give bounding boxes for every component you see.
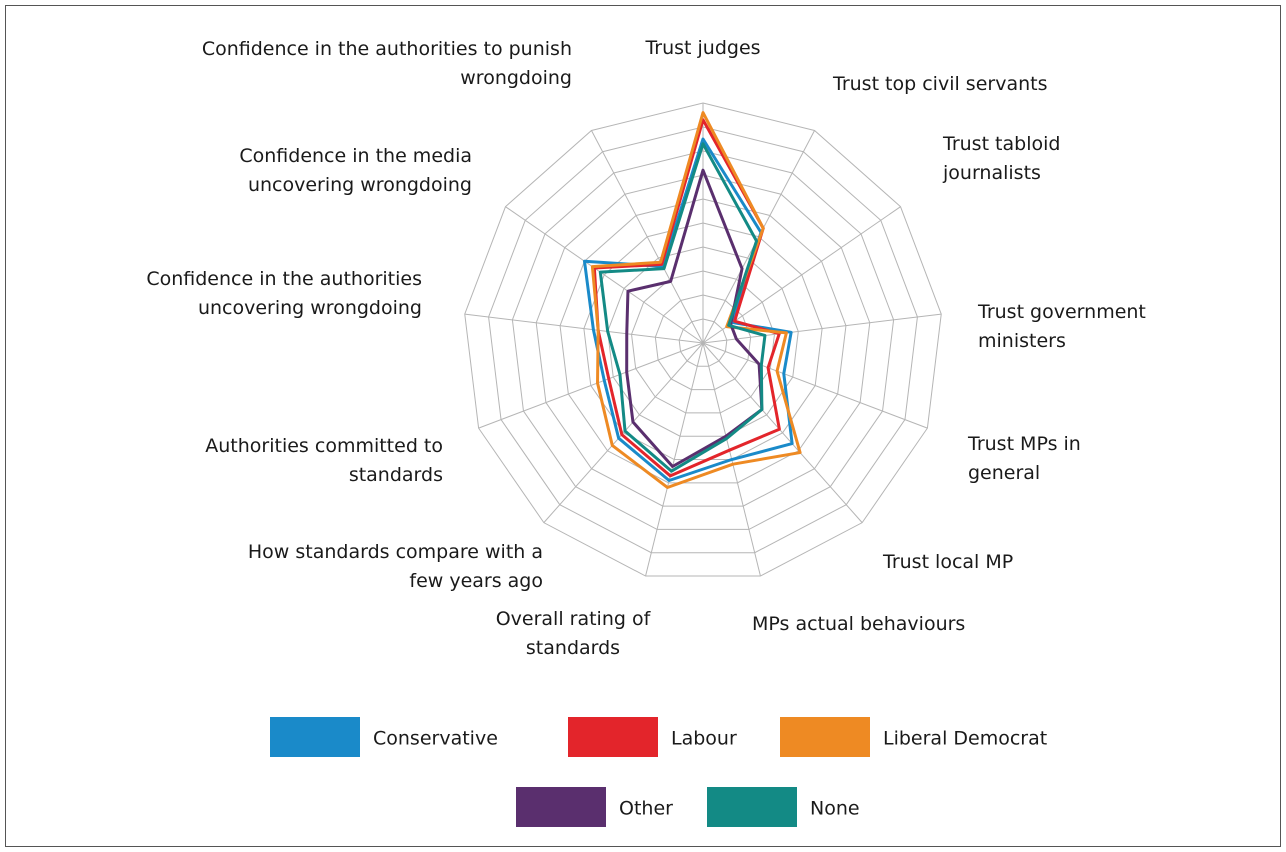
axis-label: Confidence in the authorities uncovering… — [146, 268, 422, 319]
legend-label: Other — [619, 798, 673, 820]
spoke — [702, 313, 942, 344]
legend-label: Labour — [671, 728, 737, 750]
grid-ring — [464, 102, 942, 577]
legend-label: Conservative — [373, 728, 498, 750]
legend-swatch — [568, 717, 658, 757]
legend-swatch — [516, 787, 606, 827]
axis-label: Trust tabloid journalists — [943, 133, 1061, 184]
legend-label: None — [810, 798, 860, 820]
legend-label: Liberal Democrat — [883, 728, 1047, 750]
legend-swatch — [707, 787, 797, 827]
grid-ring — [535, 174, 871, 507]
grid-ring — [678, 318, 728, 367]
spoke — [478, 342, 704, 429]
axis-label: Trust local MP — [883, 551, 1014, 573]
axis-label: Trust government ministers — [978, 301, 1146, 352]
axis-label: Overall rating of standards — [495, 608, 651, 659]
frame — [5, 5, 1281, 847]
spoke — [505, 206, 704, 344]
grid-ring — [488, 126, 918, 554]
axis-label: Confidence in the media uncovering wrong… — [239, 145, 472, 196]
series-line — [592, 118, 781, 478]
axis-label: Trust MPs in general — [968, 433, 1081, 484]
grid-ring — [607, 246, 799, 437]
axis-label: Trust judges — [645, 37, 761, 59]
grid-ring — [654, 294, 752, 391]
legend-swatch — [780, 717, 870, 757]
spoke — [543, 342, 704, 523]
spoke — [591, 130, 704, 344]
grid-ring — [631, 270, 775, 414]
grid-ring — [511, 150, 895, 530]
axis-label: How standards compare with a few years a… — [247, 541, 543, 592]
spoke — [702, 342, 863, 523]
spoke — [645, 342, 704, 577]
axis-label: Trust top civil servants — [833, 73, 1048, 95]
legend-swatch — [270, 717, 360, 757]
axis-label: MPs actual behaviours — [752, 613, 966, 635]
grid-ring — [559, 198, 847, 484]
axis-label: Confidence in the authorities to punish … — [201, 38, 572, 89]
spoke — [464, 313, 704, 344]
series-line — [598, 142, 767, 473]
axis-label: Authorities committed to standards — [205, 435, 443, 486]
spoke — [702, 342, 928, 429]
